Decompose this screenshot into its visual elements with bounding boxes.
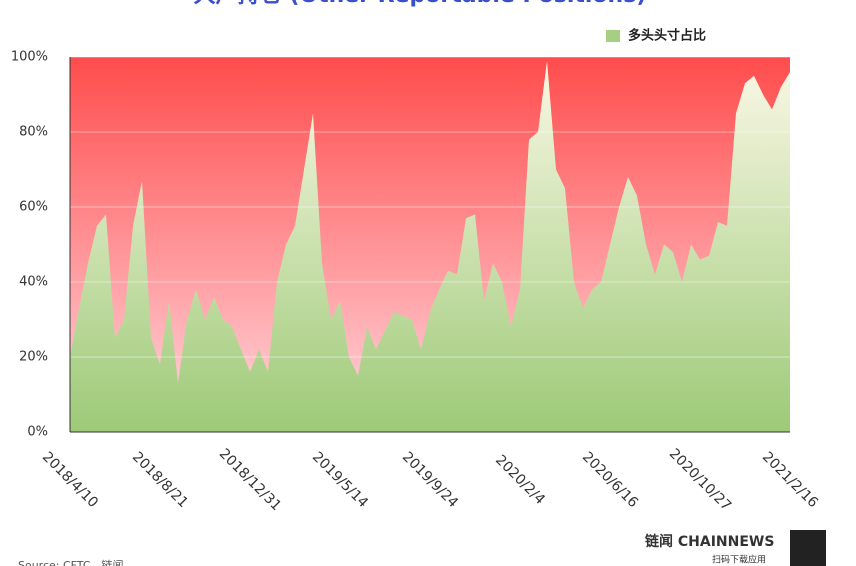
x-tick-label: 2018/4/10: [39, 449, 101, 511]
y-tick-label: 20%: [19, 350, 48, 365]
area: [70, 60, 790, 432]
x-tick-label: 2020/2/4: [492, 452, 548, 508]
chart-title: 大户持仓 (Other Reportable Positions): [194, 0, 647, 8]
qr-code: [790, 530, 826, 566]
y-tick-label: 60%: [19, 200, 48, 215]
x-tick-label: 2020/10/27: [666, 446, 734, 514]
y-tick-label: 100%: [11, 50, 48, 65]
x-tick-label: 2018/8/21: [129, 449, 191, 511]
x-tick-label: 2021/2/16: [759, 449, 821, 511]
logo: 链闻 CHAINNEWS: [645, 533, 774, 550]
x-tick-label: 2019/5/14: [309, 449, 371, 511]
tagline: 扫码下载应用: [712, 554, 766, 566]
x-tick-label: 2018/12/31: [216, 446, 284, 514]
x-tick-label: 2020/6/16: [579, 449, 641, 511]
x-tick-label: 2019/9/24: [399, 449, 461, 511]
y-tick-label: 80%: [19, 125, 48, 140]
legend-swatch: [606, 30, 620, 42]
y-tick-label: 0%: [27, 425, 48, 440]
source: Source: CFTC，链闻: [18, 558, 124, 566]
legend-label: 多头头寸占比: [628, 28, 706, 44]
y-tick-label: 40%: [19, 275, 48, 290]
